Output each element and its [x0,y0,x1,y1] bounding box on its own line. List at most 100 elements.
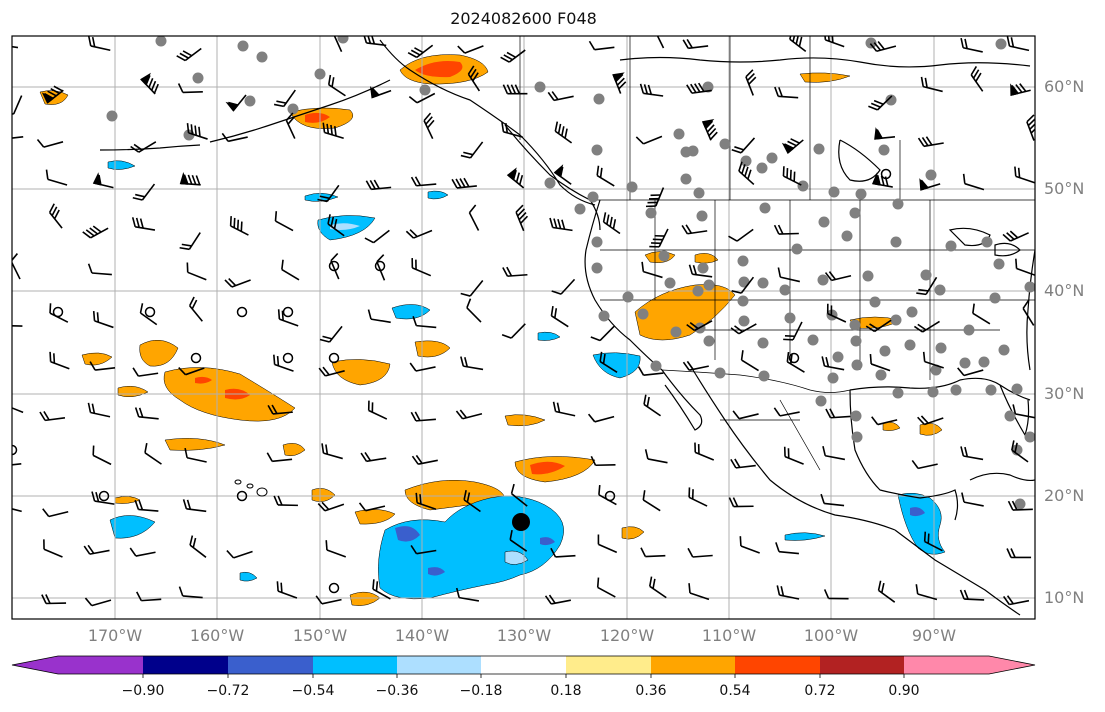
wind-barb [325,540,347,558]
wind-barb [1014,166,1035,184]
wind-barb [731,276,755,294]
wind-barb [285,112,296,139]
wind-barb [597,534,618,554]
wind-barb [410,544,437,555]
wind-barb [330,252,340,280]
contour-positive [282,443,306,457]
wind-barb [410,176,437,187]
wind-barb [360,452,387,463]
contour-negative [107,160,136,170]
wind-barb [88,36,111,52]
contour-strong-negative [910,507,925,517]
wind-barb [551,278,576,295]
wind-barb [960,446,984,461]
wind-barb [1010,83,1031,96]
wind-barb [131,217,156,231]
wind-barb [1026,114,1035,141]
wind-barb [49,351,70,370]
lat-label-60n: 60°N [1044,77,1085,96]
wind-barb [637,366,664,377]
lon-label-170w: 170°W [87,626,143,645]
wind-barb [972,303,991,325]
contour-positive [114,496,141,504]
wind-barb [635,135,663,145]
colorbar-tick: 0.54 [719,683,751,699]
wind-barb [277,309,299,327]
wind-barb [868,95,893,111]
wind-barb [877,580,896,603]
wind-barb [962,173,985,191]
wind-barb [319,325,343,343]
contour-positive [414,340,451,358]
station-dots [106,36,1035,510]
wind-barb [645,187,665,208]
wind-barb [728,497,754,508]
wind-barb [1006,548,1032,559]
us-states [600,200,1035,380]
wind-barb [189,535,207,558]
wind-barb [688,583,710,601]
wind-barb [869,354,891,372]
contour-positive [81,352,113,366]
wind-barb [789,36,807,53]
lon-label-110w: 110°W [701,626,757,645]
wind-barb [41,594,67,605]
wind-barb [553,164,572,185]
wind-barb [826,303,847,323]
contour-strong-positive [415,61,463,78]
atlantic-coast [1026,249,1035,371]
contour-negative [378,495,564,600]
wind-barb [588,40,615,51]
wind-barb [139,303,158,326]
baja-california [661,369,703,431]
wind-barb [451,177,477,189]
wind-barb [587,413,615,423]
wind-barb [36,139,64,148]
wind-barb [917,136,944,148]
wind-barb [317,184,340,203]
wind-barb [89,361,116,371]
wind-barb [1022,299,1035,326]
wind-barb [39,411,66,422]
wind-barb [179,232,201,251]
colorbar-tick: −0.54 [291,683,335,699]
wind-barb [466,298,482,323]
wind-barb [923,531,943,552]
wind-barb [871,416,898,426]
colorbar-tick: 0.36 [635,683,667,699]
wind-barb [322,122,344,139]
wind-barb [468,204,480,231]
wind-barb [1002,230,1029,242]
wind-barb [917,415,944,426]
wind-barb [178,586,203,599]
wind-barb [225,94,247,112]
wind-barb [740,350,759,372]
wind-barb [501,323,526,339]
wind-barb [49,303,69,323]
wind-barb [599,351,618,373]
wind-barb [83,544,110,555]
wind-barb [144,442,162,465]
wind-barb [318,366,345,377]
wind-barb [457,45,484,54]
wind-barb [87,402,111,418]
wind-barb [549,217,573,232]
storm-center-marker [512,513,530,531]
wind-barb [596,577,616,598]
wind-barb [229,216,249,236]
wind-barb [823,36,845,48]
wind-barb [502,266,528,277]
wind-barb [515,204,529,232]
wind-barb [694,442,715,461]
contour-negative [537,331,561,341]
contour-positive [919,423,943,436]
wind-barb [267,404,293,415]
yucatan [919,489,959,521]
wind-barb [186,123,208,140]
lat-label-50n: 50°N [1044,179,1085,198]
wind-barb [649,228,669,248]
wind-barb [871,172,893,188]
contour-negative [592,352,641,379]
wind-barb [276,581,298,599]
